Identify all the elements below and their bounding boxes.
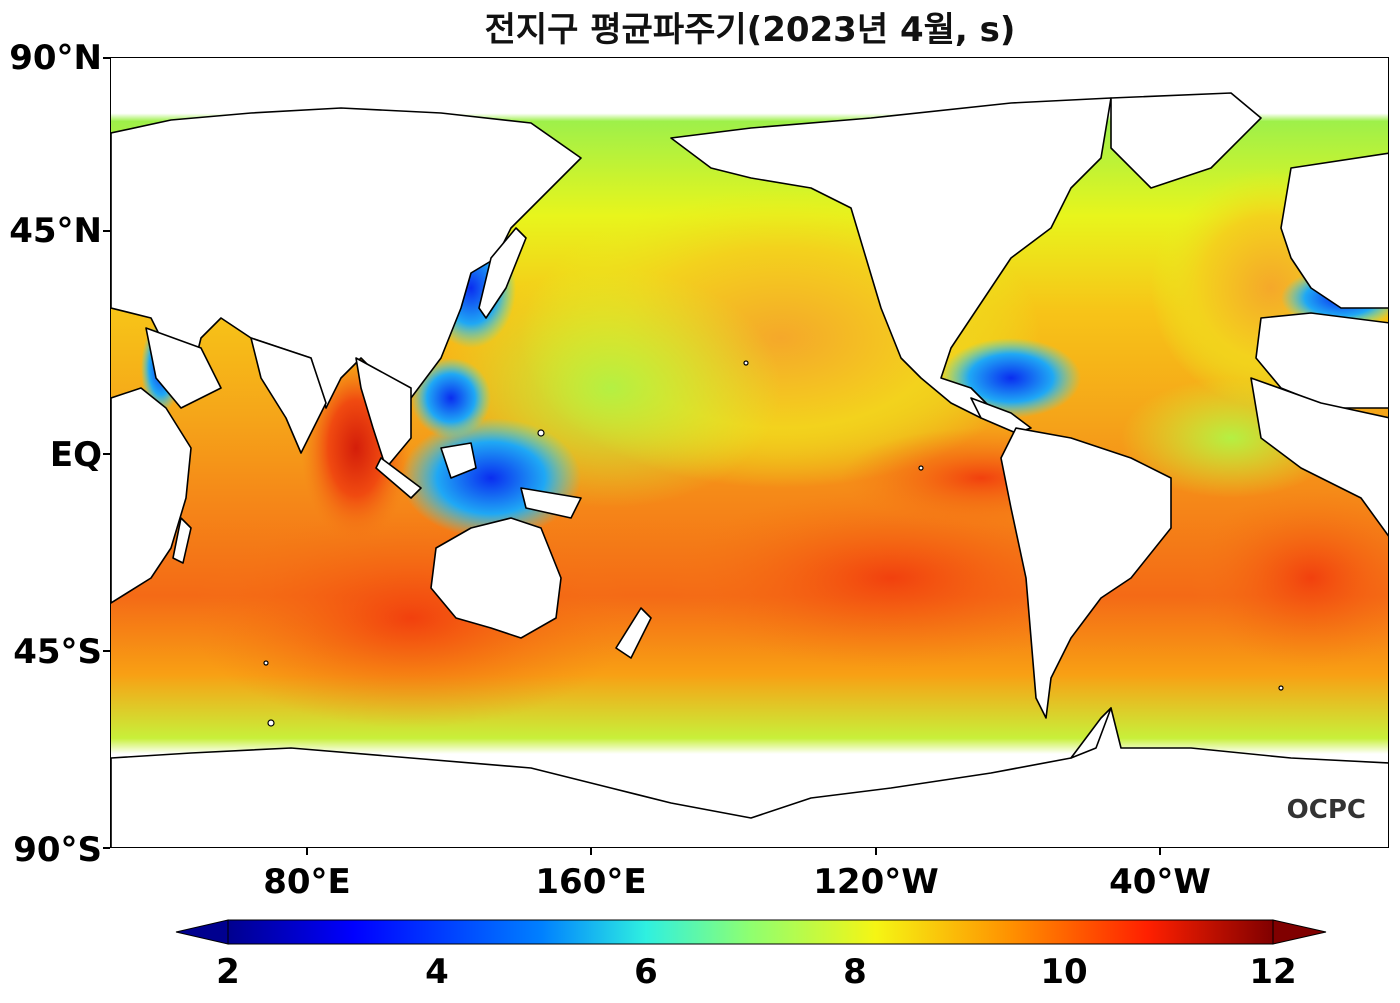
island [267,719,275,727]
colorbar-tick-4: 4 [425,952,449,992]
colorbar-tick-12: 12 [1249,952,1297,992]
lat-tick [103,57,110,59]
lon-tick [875,848,877,855]
colorbar-extend-min [175,919,229,945]
lat-tick [103,230,110,232]
lon-tick [306,848,308,855]
map-title: 전지구 평균파주기(2023년 4월, s) [484,10,1016,50]
lat-label-eq: EQ [49,435,102,475]
lat-tick [103,650,110,652]
colorbar [0,912,1400,952]
indonesia-seas [401,418,581,538]
island [743,360,749,366]
island [263,660,269,666]
south-china-sea [411,358,491,438]
antarctica-land [111,707,1388,847]
colorbar-tick-8: 8 [843,952,867,992]
lon-tick [1159,848,1161,855]
borneo-land [440,442,477,479]
island [1278,685,1284,691]
north-africa-right-land [1255,312,1388,409]
colorbar-tick-2: 2 [216,952,240,992]
lon-label-120w: 120°W [813,862,939,902]
lat-label-45s: 45°S [13,632,102,672]
lon-label-40w: 40°W [1109,862,1211,902]
lon-label-160e: 160°E [535,862,647,902]
new-guinea-land [520,487,582,519]
map-panel: OCPC [110,57,1389,848]
lat-tick [103,847,110,849]
australia-land [430,517,562,639]
lon-label-80e: 80°E [263,862,351,902]
antarctic-peninsula-land [1070,707,1112,759]
japan-land [478,227,527,319]
lat-tick [103,453,110,455]
colorbar-tick-10: 10 [1040,952,1088,992]
new-zealand-land [615,607,652,659]
lat-label-45n: 45°N [9,211,102,251]
greenland-land [1110,92,1262,189]
island [918,465,924,471]
lon-tick [590,848,592,855]
south-atlantic-red [1191,488,1388,668]
wave-period-map [111,58,1388,847]
lat-label-90n: 90°N [9,38,102,78]
arabia-land [145,327,222,409]
colorbar-svg [175,919,1327,945]
south-pacific-red [671,488,1111,668]
north-america-land [670,97,1112,419]
colorbar-body [227,919,1274,945]
colorbar-tick-6: 6 [634,952,658,992]
sumatra-land [375,457,422,499]
indian-ocean-red [191,508,631,728]
madagascar-land [172,517,192,564]
lat-label-90s: 90°S [13,830,102,870]
ocpc-logo: OCPC [1286,795,1366,825]
south-america-land [1000,427,1172,719]
africa-land [111,387,192,604]
colorbar-extend-max [1272,919,1327,945]
west-africa-right-land [1250,377,1388,537]
europe-land [1280,152,1388,309]
island [537,429,545,437]
india-land [250,337,327,454]
